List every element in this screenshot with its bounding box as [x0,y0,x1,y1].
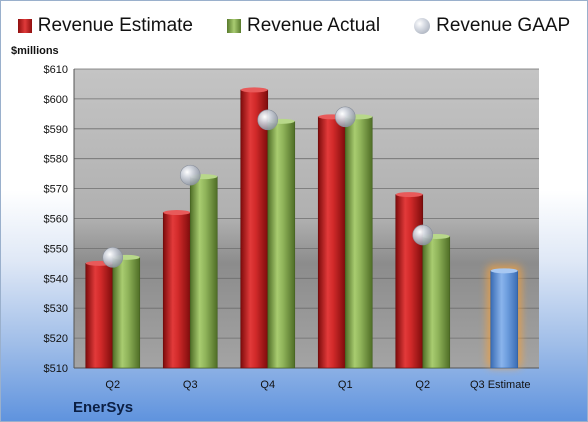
marker-revenue-gaap [179,164,201,186]
x-tick-label: Q2 [415,379,430,391]
marker-revenue-gaap [102,247,124,268]
bar-revenue-actual [267,121,296,369]
bar-cap [163,210,191,216]
y-tick-label: $590 [44,124,68,136]
legend-item-revenue-estimate: Revenue Estimate [17,15,193,37]
x-tick-label: Q2 [105,379,120,391]
bar-cap [490,268,518,274]
y-tick-label: $610 [44,64,68,76]
bar-revenue-actual [422,236,451,369]
legend: Revenue Estimate Revenue Actual Revenue … [1,15,587,37]
bar-revenue-estimate [85,263,114,369]
bar-revenue-actual [112,257,141,369]
legend-item-revenue-actual: Revenue Actual [227,15,380,37]
x-tick-label: Q4 [260,379,275,391]
company-name: EnerSys [73,399,134,416]
y-tick-label: $550 [44,243,68,255]
legend-swatch-revenue-gaap [414,18,431,34]
legend-item-revenue-gaap: Revenue GAAP [414,15,570,37]
legend-label-revenue-estimate: Revenue Estimate [37,15,193,36]
bar-cap [240,87,268,93]
bar-revenue-estimate [395,194,424,369]
x-tick-label: Q1 [338,379,353,391]
bar-revenue-estimate [240,89,269,369]
y-tick-label: $540 [44,273,68,285]
marker-revenue-gaap [412,224,434,246]
bar-revenue-estimate [317,116,346,369]
bar-revenue-actual [189,176,218,369]
y-axis-label: $millions [11,45,59,57]
bar-revenue-estimate [490,270,519,369]
bar-revenue-actual [344,116,373,369]
legend-swatch-revenue-estimate [17,19,32,33]
legend-swatch-revenue-actual [227,19,241,33]
marker-revenue-gaap [257,109,279,131]
bar-revenue-estimate [162,212,191,369]
y-tick-label: $570 [44,184,68,196]
bar-cap [395,192,423,198]
y-tick-label: $530 [44,303,68,315]
legend-label-revenue-gaap: Revenue GAAP [436,15,571,36]
y-tick-label: $600 [44,94,68,106]
marker-revenue-gaap [334,106,356,128]
y-tick-label: $510 [44,363,68,375]
y-tick-label: $560 [44,214,68,226]
y-tick-label: $580 [44,154,68,166]
y-tick-label: $520 [44,333,68,345]
x-tick-label: Q3 [183,379,198,391]
x-tick-label: Q3 Estimate [470,379,531,391]
legend-label-revenue-actual: Revenue Actual [247,15,381,36]
